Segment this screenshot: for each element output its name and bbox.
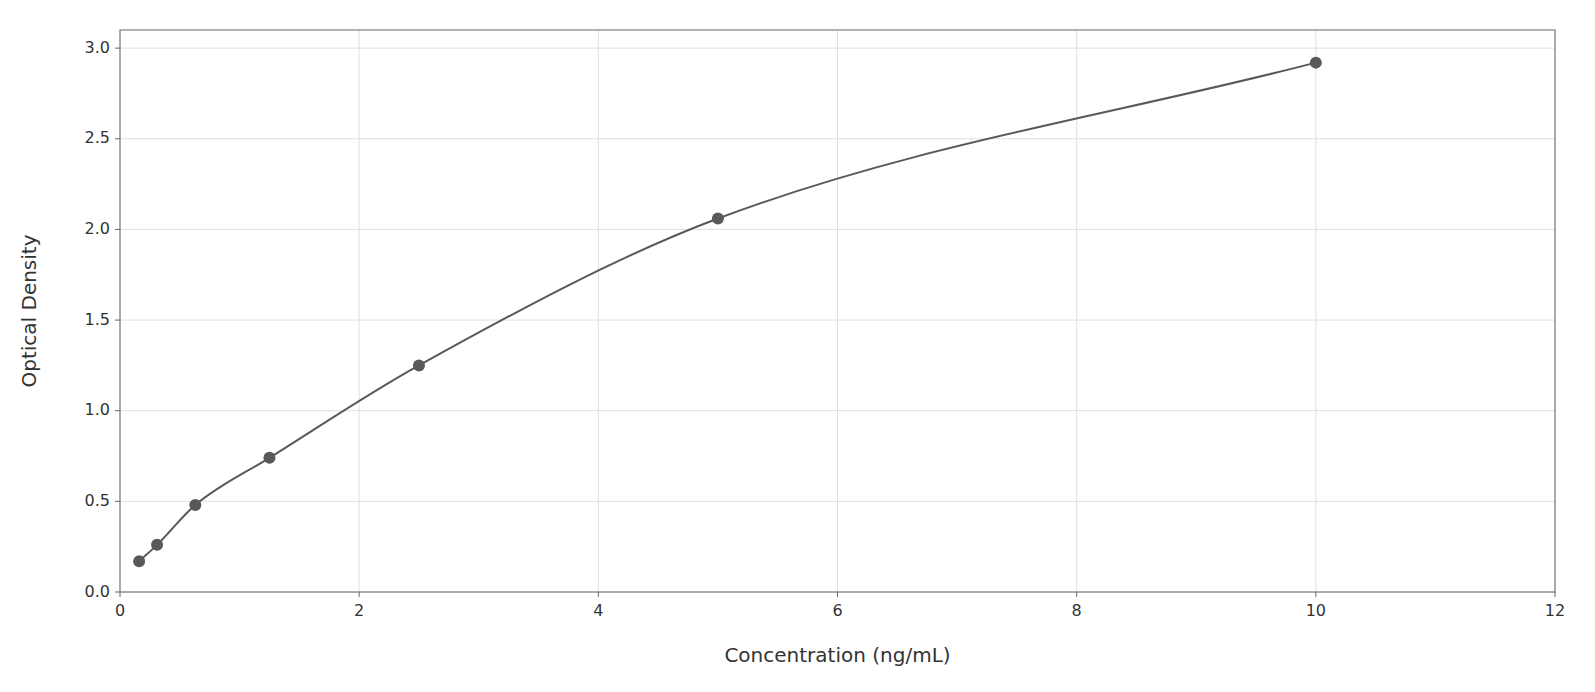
y-tick-label: 1.0: [85, 400, 110, 419]
data-point: [413, 359, 425, 371]
y-tick-label: 2.5: [85, 128, 110, 147]
x-grid-line: [1076, 30, 1077, 592]
y-tick: [115, 48, 120, 49]
y-tick: [115, 501, 120, 502]
data-point: [189, 499, 201, 511]
y-tick: [115, 320, 120, 321]
data-point: [1310, 57, 1322, 69]
x-tick: [1076, 592, 1077, 597]
y-tick-label: 0.5: [85, 491, 110, 510]
x-tick-label: 10: [1306, 601, 1326, 620]
x-tick: [598, 592, 599, 597]
y-tick-label: 2.0: [85, 219, 110, 238]
data-point: [151, 539, 163, 551]
grid: [120, 30, 1555, 592]
x-tick: [359, 592, 360, 597]
x-tick-label: 8: [1072, 601, 1082, 620]
chart-svg: 0.0 0.5 1.0 1.5 2.0 2.5 3.0 0 2 4 6 8 10 12 Concentrat…: [0, 0, 1595, 692]
x-tick: [1555, 592, 1556, 597]
x-tick: [120, 592, 121, 597]
y-tick: [115, 410, 120, 411]
data-point: [263, 452, 275, 464]
y-tick-label: 3.0: [85, 38, 110, 57]
y-tick-label: 0.0: [85, 582, 110, 601]
x-grid-line: [1315, 30, 1316, 592]
x-grid-line: [359, 30, 360, 592]
y-tick-label: 1.5: [85, 310, 110, 329]
x-grid-line: [598, 30, 599, 592]
x-tick-label: 0: [115, 601, 125, 620]
x-tick-label: 4: [593, 601, 603, 620]
x-tick: [1315, 592, 1316, 597]
chart-container: 0.0 0.5 1.0 1.5 2.0 2.5 3.0 0 2 4 6 8 10 12 Concentrat…: [0, 0, 1595, 692]
y-axis-label: Optical Density: [17, 234, 41, 387]
x-tick-label: 2: [354, 601, 364, 620]
y-tick: [115, 138, 120, 139]
data-point: [712, 213, 724, 225]
data-point: [133, 555, 145, 567]
x-tick: [837, 592, 838, 597]
x-axis-label: Concentration (ng/mL): [724, 643, 950, 667]
curve: [139, 63, 1316, 562]
x-tick-label: 12: [1545, 601, 1565, 620]
y-tick: [115, 592, 120, 593]
plot-frame: [120, 30, 1555, 592]
y-tick: [115, 229, 120, 230]
data-layer: [133, 57, 1322, 568]
axes: 0.0 0.5 1.0 1.5 2.0 2.5 3.0 0 2 4 6 8 10 12: [85, 30, 1566, 620]
x-grid-line: [837, 30, 838, 592]
x-tick-label: 6: [832, 601, 842, 620]
